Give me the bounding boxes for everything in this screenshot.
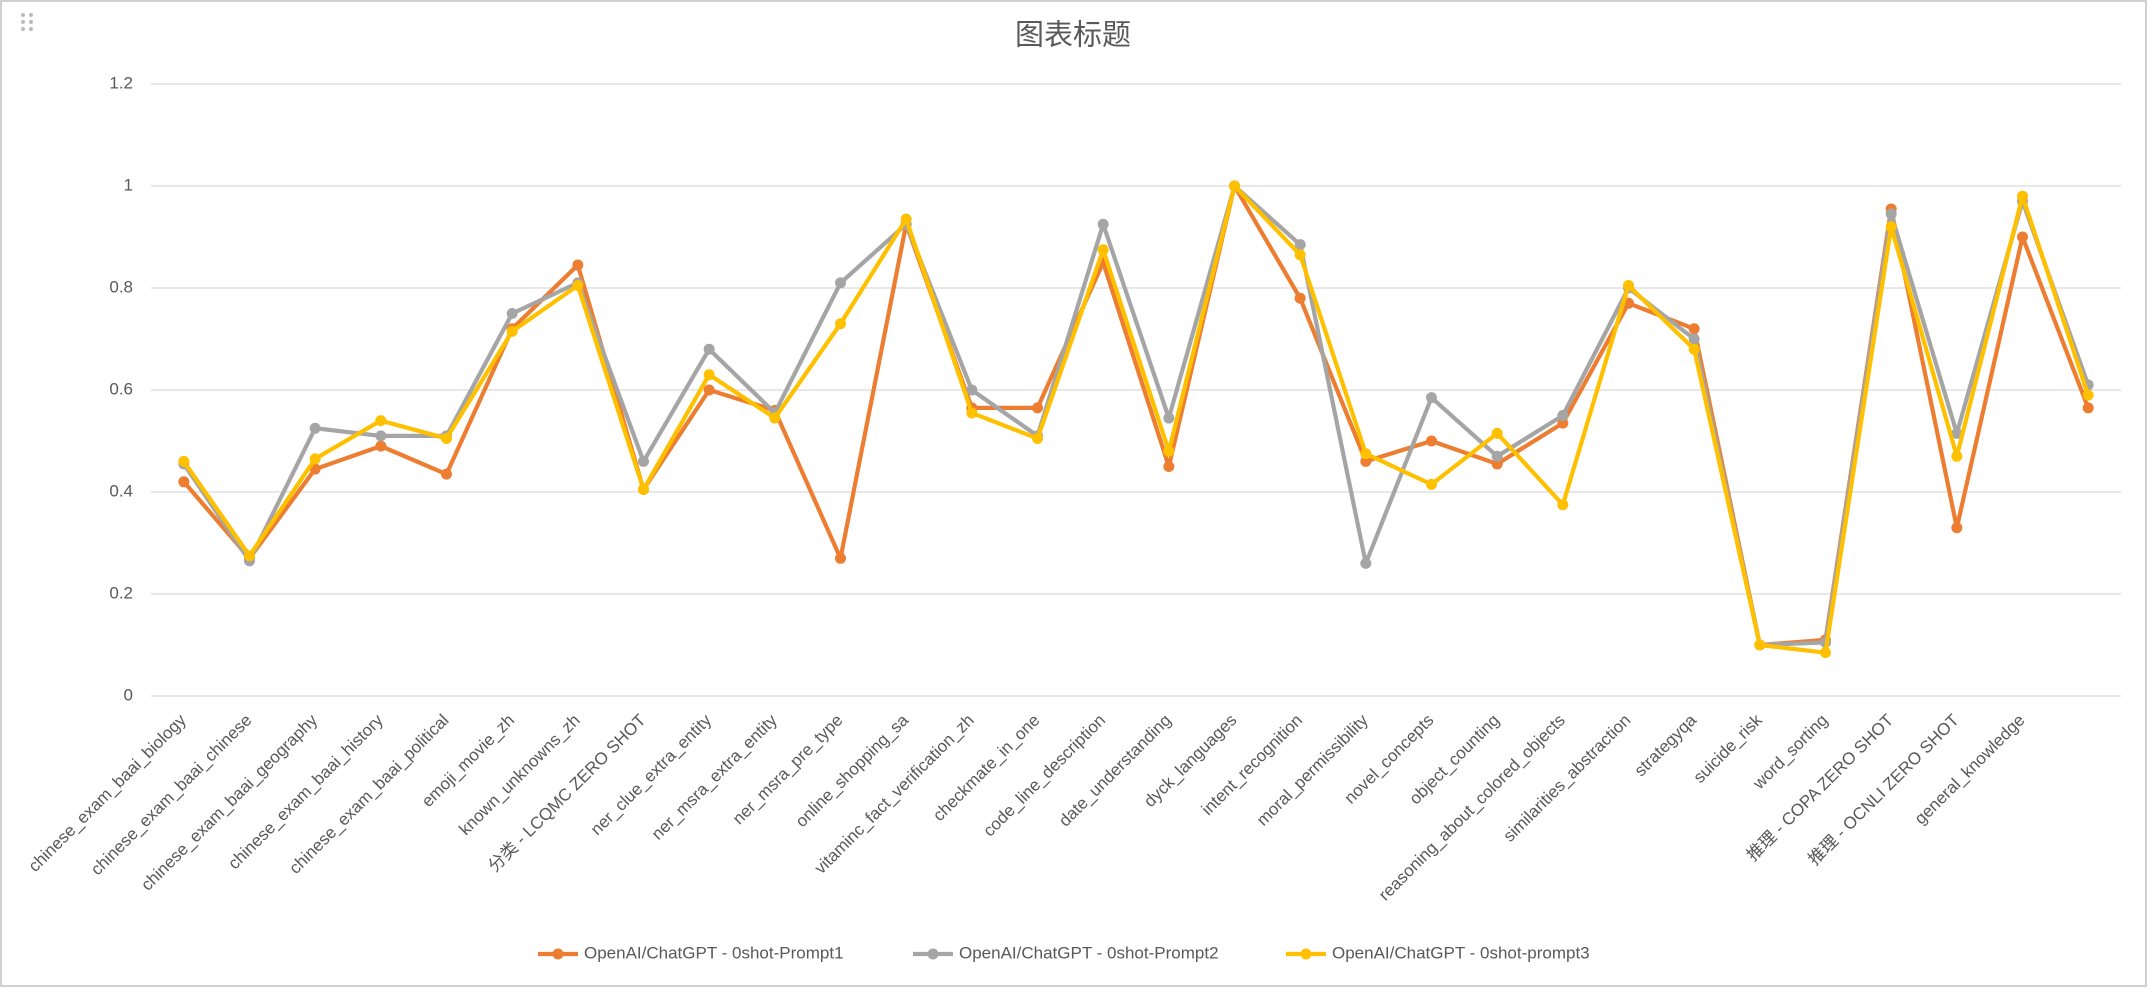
data-point <box>1032 432 1043 444</box>
data-point <box>2082 402 2094 414</box>
data-point <box>2017 231 2028 243</box>
data-point <box>1426 435 1437 447</box>
data-point <box>1229 180 1240 192</box>
data-point <box>441 432 452 444</box>
data-point <box>1885 208 1897 220</box>
data-point <box>244 550 255 562</box>
data-point <box>1557 499 1569 511</box>
legend-label: OpenAI/ChatGPT - 0shot-prompt3 <box>1332 943 1590 962</box>
data-point <box>1294 249 1306 261</box>
data-point <box>1557 410 1569 421</box>
legend-marker <box>1300 948 1312 960</box>
y-tick-label: 0.2 <box>109 583 133 602</box>
data-point <box>1426 392 1437 404</box>
data-point <box>1163 461 1175 472</box>
data-point <box>1360 455 1372 467</box>
chart-title: 图表标题 <box>1015 19 1131 52</box>
legend-item: OpenAI/ChatGPT - 0shot-Prompt1 <box>538 943 844 962</box>
data-point <box>835 318 846 330</box>
data-point <box>1163 412 1175 424</box>
legend-marker <box>927 948 939 960</box>
data-point <box>375 415 387 427</box>
legend-label: OpenAI/ChatGPT - 0shot-Prompt1 <box>584 943 844 962</box>
data-point <box>1885 221 1897 233</box>
data-point <box>1491 450 1503 462</box>
data-point <box>309 422 321 434</box>
data-point <box>506 308 518 319</box>
data-point <box>769 412 781 424</box>
data-point <box>309 453 321 465</box>
data-point <box>572 259 584 271</box>
drag-handle[interactable] <box>21 13 33 31</box>
y-tick-label: 1 <box>124 175 133 194</box>
legend-marker <box>552 948 564 960</box>
data-point <box>1951 427 1963 439</box>
legend-item: OpenAI/ChatGPT - 0shot-Prompt2 <box>913 943 1219 962</box>
data-point <box>835 277 846 289</box>
legend-label: OpenAI/ChatGPT - 0shot-Prompt2 <box>959 943 1219 962</box>
data-point <box>1032 402 1043 414</box>
data-point <box>1688 343 1700 355</box>
y-tick-label: 0.8 <box>109 277 133 296</box>
data-point <box>2017 190 2028 202</box>
data-point <box>1951 522 1963 534</box>
data-point <box>703 343 715 355</box>
data-point <box>441 468 452 480</box>
data-point <box>178 455 190 467</box>
data-point <box>703 384 715 396</box>
data-point <box>1097 244 1109 256</box>
data-point <box>1294 292 1306 304</box>
data-point <box>1163 445 1175 457</box>
data-point <box>835 552 846 564</box>
data-point <box>1360 448 1372 460</box>
data-point <box>375 440 387 452</box>
y-tick-label: 1.2 <box>109 73 133 92</box>
data-point <box>703 369 715 381</box>
data-point <box>966 407 978 419</box>
data-point <box>375 430 387 442</box>
series-line <box>182 183 2091 655</box>
data-point <box>1688 333 1700 345</box>
data-point <box>900 213 912 225</box>
data-point <box>1754 639 1766 651</box>
data-point <box>2082 389 2094 401</box>
legend-item: OpenAI/ChatGPT - 0shot-prompt3 <box>1286 943 1590 962</box>
data-point <box>1426 478 1437 490</box>
y-tick-label: 0 <box>124 685 133 704</box>
data-point <box>638 455 649 467</box>
data-point <box>1820 647 1831 659</box>
data-point <box>1294 239 1306 251</box>
data-point <box>178 476 190 488</box>
data-point <box>1491 427 1503 439</box>
data-point <box>1491 458 1503 470</box>
y-tick-label: 0.4 <box>109 481 133 500</box>
data-point <box>1557 417 1569 429</box>
data-point <box>638 483 649 495</box>
y-tick-label: 0.6 <box>109 379 133 398</box>
data-point <box>1623 279 1634 291</box>
data-point <box>1951 450 1963 462</box>
data-point <box>966 384 978 396</box>
data-point <box>1097 218 1109 230</box>
data-point <box>572 279 584 291</box>
data-point <box>1360 557 1372 569</box>
data-point <box>1688 323 1700 335</box>
data-point <box>506 325 518 337</box>
